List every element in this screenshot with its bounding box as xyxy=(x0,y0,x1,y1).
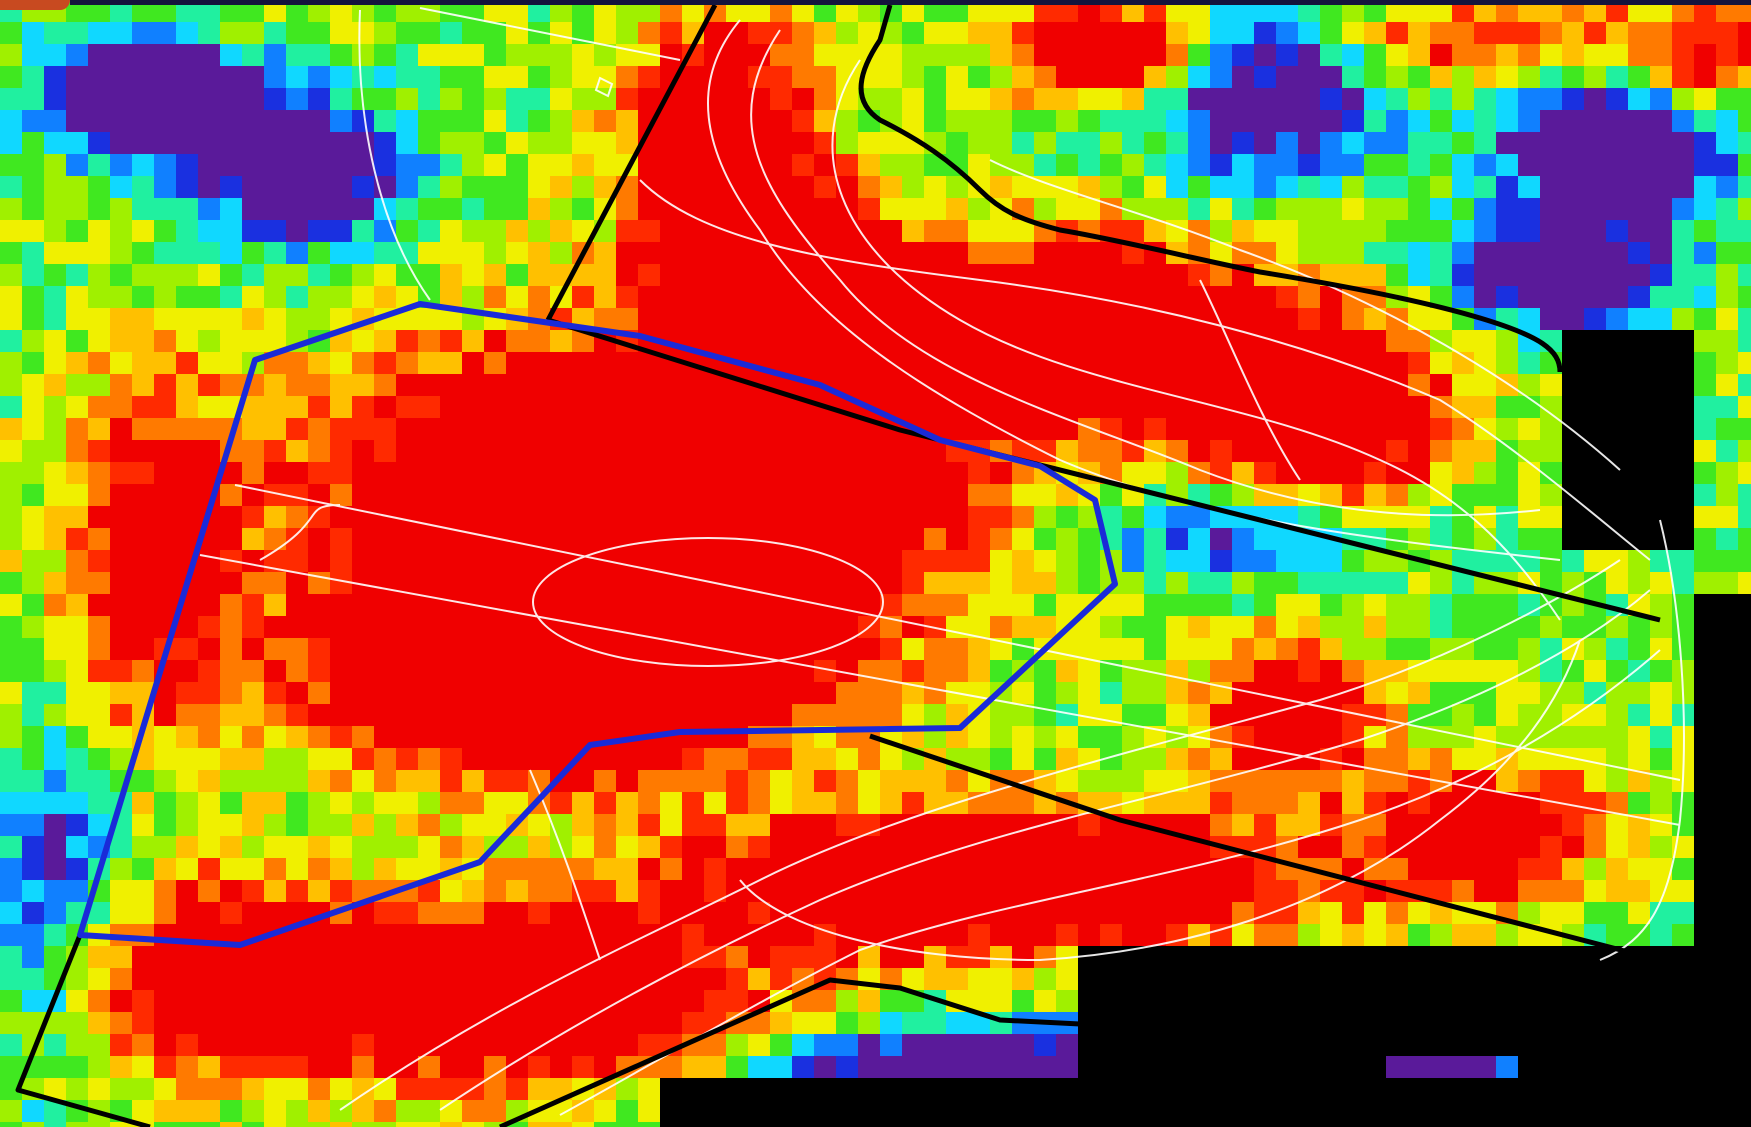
contour-line xyxy=(639,179,1651,561)
contour-line xyxy=(559,649,1661,1116)
field-boundary[interactable] xyxy=(15,3,1661,1127)
contour-line xyxy=(358,9,431,301)
boundary-line-south xyxy=(15,934,151,1127)
contour-ellipse xyxy=(532,537,884,667)
contour-line xyxy=(831,59,1561,621)
contour-line xyxy=(706,19,1561,561)
selected-zone-outline xyxy=(77,301,1118,948)
contour-lines xyxy=(199,7,1685,1116)
boundary-line-divider-upper xyxy=(547,317,1661,623)
contour-line xyxy=(234,484,1681,781)
contour-line xyxy=(199,554,1681,826)
boundary-line-south-inner xyxy=(498,977,1201,1127)
corner-marker xyxy=(0,0,70,10)
boundary-line-east xyxy=(858,4,1563,373)
contour-line xyxy=(1599,519,1685,961)
contour-line xyxy=(259,504,341,561)
contour-marker xyxy=(594,76,614,98)
contour-line xyxy=(419,7,681,61)
contour-line xyxy=(439,589,1651,1111)
contour-line xyxy=(750,29,1541,517)
contour-line xyxy=(1199,279,1301,481)
contour-line xyxy=(339,559,1621,1111)
contour-line xyxy=(739,639,1581,962)
boundary-line-north xyxy=(545,3,718,322)
boundary-line-divider-lower xyxy=(869,733,1641,958)
contour-line xyxy=(989,159,1621,471)
selected-zone[interactable] xyxy=(77,301,1118,948)
top-edge-bar xyxy=(70,0,1751,5)
